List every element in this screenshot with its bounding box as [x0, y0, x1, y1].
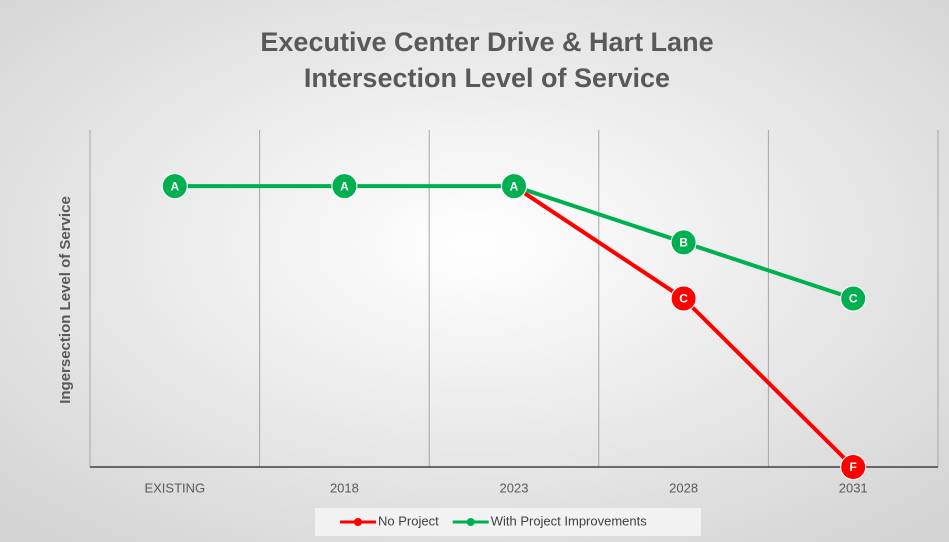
legend — [315, 508, 701, 536]
data-label: A — [170, 179, 179, 193]
y-axis-label: Ingersection Level of Service — [57, 196, 74, 404]
data-point — [840, 285, 867, 312]
data-point — [331, 173, 358, 200]
data-point — [670, 285, 697, 312]
data-point — [501, 173, 527, 200]
chart-title: Executive Center Drive & Hart Lane — [260, 27, 713, 57]
legend-label: No Project — [378, 513, 439, 528]
data-point — [161, 173, 188, 200]
chart-title: Intersection Level of Service — [304, 63, 670, 93]
legend-label: With Project Improvements — [491, 513, 648, 528]
x-tick-label: 2028 — [669, 480, 698, 495]
x-tick-label: 2031 — [839, 480, 868, 495]
data-label: A — [340, 179, 349, 193]
data-label: F — [850, 460, 857, 474]
x-tick-label: 2018 — [330, 480, 359, 495]
data-point — [670, 229, 697, 256]
data-label: B — [679, 236, 688, 250]
data-point — [840, 454, 867, 480]
legend-marker — [354, 518, 362, 526]
x-tick-label: EXISTING — [144, 480, 205, 495]
legend-marker — [466, 518, 475, 526]
data-label: C — [849, 292, 858, 306]
data-label: A — [510, 179, 519, 193]
data-label: C — [679, 292, 688, 306]
x-tick-label: 2023 — [500, 480, 529, 495]
